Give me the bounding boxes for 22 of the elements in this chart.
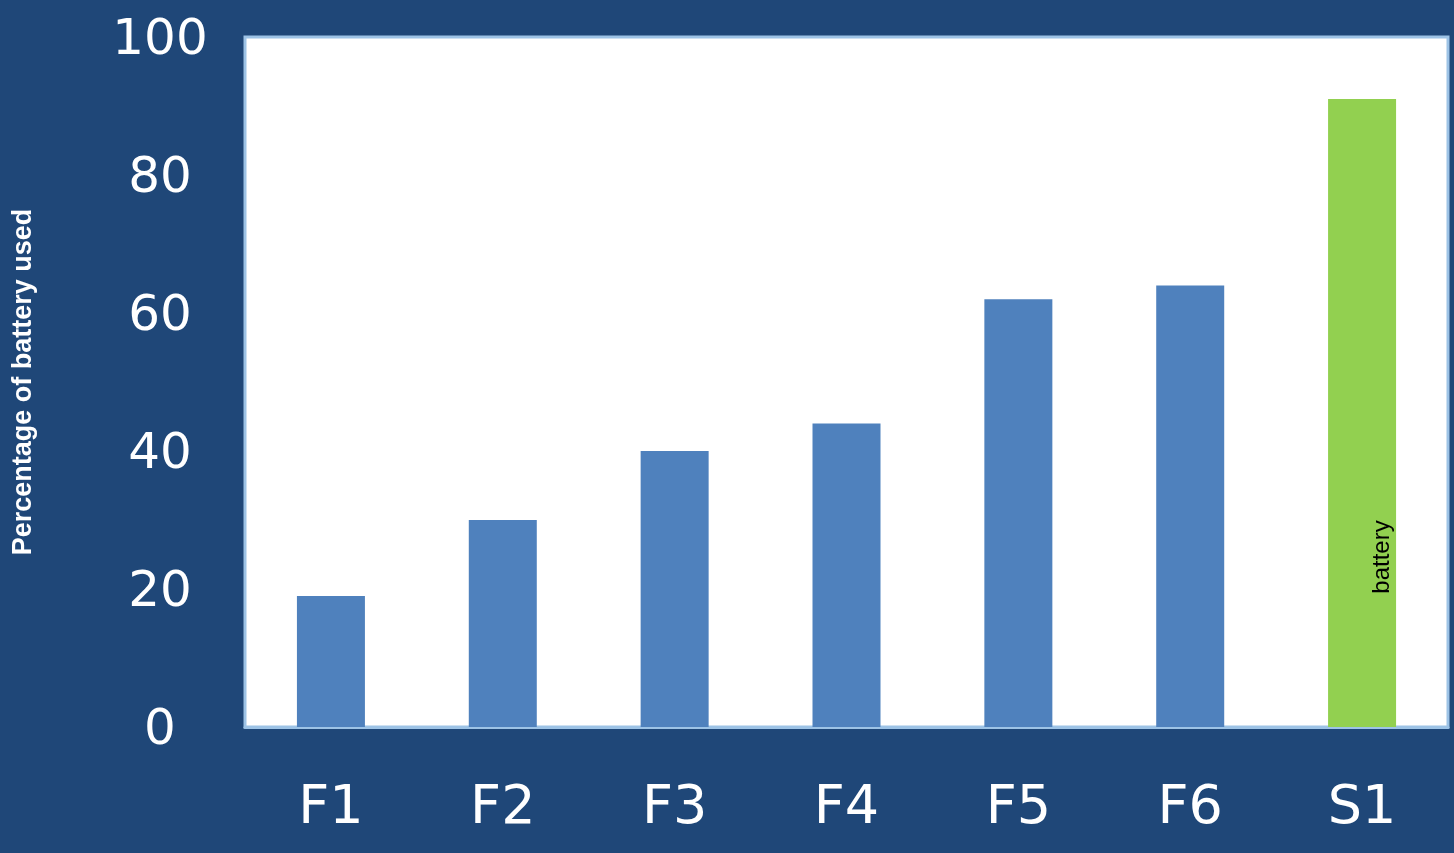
- y-tick-label: 0: [144, 698, 176, 756]
- x-tick-label: F3: [641, 772, 708, 836]
- y-tick-label: 100: [112, 8, 208, 66]
- x-tick-label: F4: [813, 772, 880, 836]
- x-tick-label: F1: [298, 772, 364, 836]
- y-tick-label: 40: [128, 422, 192, 480]
- y-tick-label: 80: [128, 146, 192, 204]
- bar: [468, 520, 537, 727]
- x-tick-label: F6: [1157, 772, 1223, 836]
- bar: [984, 299, 1053, 727]
- bar: [1156, 285, 1225, 727]
- x-tick-label: F5: [985, 772, 1052, 836]
- bar: [640, 451, 709, 727]
- y-tick-label: 20: [128, 560, 192, 618]
- y-tick-label: 60: [128, 284, 192, 342]
- annotation: battery: [1366, 520, 1394, 594]
- x-tick-label: S1: [1327, 772, 1397, 836]
- bar: [296, 595, 365, 727]
- y-axis-title: Percentage of battery used: [6, 208, 37, 556]
- bar: [1328, 99, 1397, 727]
- bar: [812, 423, 881, 727]
- x-tick-label: F2: [470, 772, 536, 836]
